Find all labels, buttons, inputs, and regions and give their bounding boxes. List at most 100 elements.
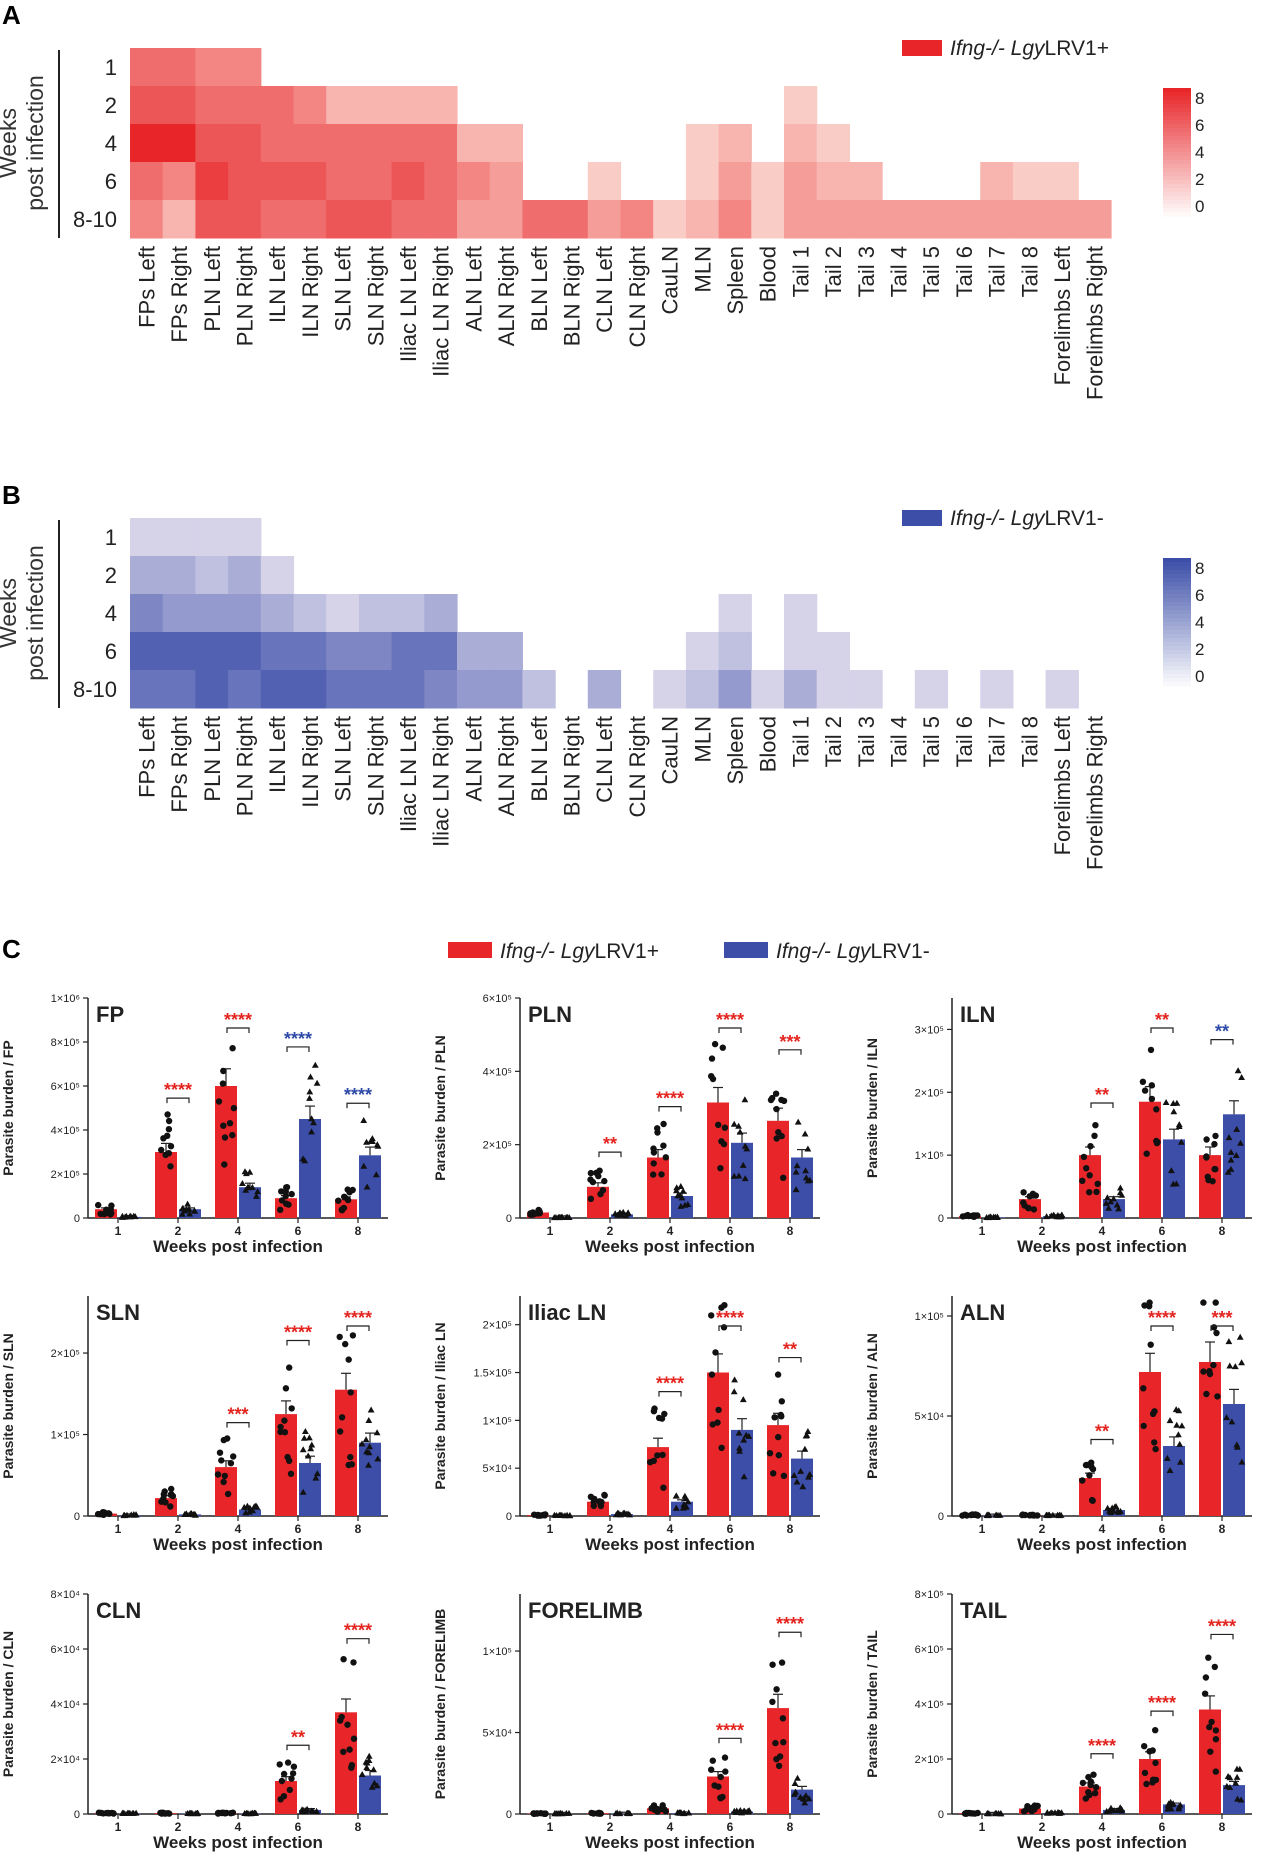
data-point xyxy=(595,1809,603,1817)
data-point xyxy=(681,1201,689,1208)
data-point xyxy=(556,1214,563,1221)
bar-lrv1-negative xyxy=(1223,1404,1245,1516)
data-point xyxy=(1175,1803,1183,1810)
colorbar-segment xyxy=(1163,570,1191,575)
colorbar-segment xyxy=(1163,100,1191,105)
data-point xyxy=(741,1175,749,1182)
data-point xyxy=(1214,1393,1221,1400)
significance-label: ** xyxy=(783,1340,797,1360)
data-point xyxy=(1150,1776,1157,1783)
data-point xyxy=(1152,1759,1159,1767)
data-point xyxy=(1213,1329,1220,1337)
heatmap-column-label: SLN Right xyxy=(363,246,388,346)
bar-subplot-xlabel: Weeks post infection xyxy=(585,1535,755,1554)
colorbar-segment xyxy=(1163,582,1191,587)
bar-x-tick-label: 4 xyxy=(235,1224,242,1238)
significance-label: **** xyxy=(1088,1736,1116,1756)
data-point xyxy=(224,1490,232,1498)
significance-label: ** xyxy=(291,1727,305,1747)
data-point xyxy=(288,1775,295,1782)
bar-x-tick-label: 4 xyxy=(1099,1522,1106,1536)
data-point xyxy=(1165,1800,1173,1807)
significance-label: **** xyxy=(1208,1616,1236,1636)
heatmap-row-label: 2 xyxy=(105,563,117,588)
heatmap-cell xyxy=(195,124,229,163)
heatmap-column-label: Spleen xyxy=(723,246,748,315)
data-point xyxy=(220,1122,227,1129)
data-point xyxy=(1107,1806,1114,1813)
data-point xyxy=(363,1183,371,1190)
colorbar-segment xyxy=(1163,586,1191,591)
heatmap-cell xyxy=(162,48,196,87)
significance-label: ** xyxy=(1095,1422,1109,1442)
data-point xyxy=(709,1075,717,1083)
bar-x-tick-label: 1 xyxy=(115,1522,122,1536)
data-point xyxy=(678,1194,686,1201)
data-point xyxy=(1227,1165,1235,1172)
heatmap-cell xyxy=(522,200,556,239)
data-point xyxy=(719,1793,726,1801)
significance-label: **** xyxy=(776,1614,804,1634)
data-point xyxy=(181,1207,189,1214)
data-point xyxy=(229,1131,236,1139)
data-point xyxy=(721,1754,729,1761)
data-point xyxy=(248,1184,256,1190)
data-point xyxy=(218,1457,225,1464)
heatmap-column-label: MLN xyxy=(690,716,715,762)
bar-subplot: 0 5×10⁴ 1×10⁵ ALN Parasite burden / ALN Weeks… xyxy=(864,1296,1252,1554)
data-point xyxy=(615,1210,623,1217)
colorbar-tick-label: 4 xyxy=(1195,613,1204,632)
colorbar-segment xyxy=(1163,168,1191,173)
data-point xyxy=(165,1117,173,1125)
heatmap-row-label: 6 xyxy=(105,639,117,664)
heatmap-cell xyxy=(130,670,164,709)
bar-lrv1-positive xyxy=(335,1389,357,1516)
heatmap-column-label: ILN Left xyxy=(265,246,290,323)
bar-subplot-title: FORELIMB xyxy=(528,1598,643,1623)
data-point xyxy=(794,1774,801,1781)
bar-lrv1-negative xyxy=(731,1429,753,1516)
bar-y-tick-label: 1×10⁵ xyxy=(51,1430,80,1442)
heatmap-cell xyxy=(358,670,393,709)
heatmap-cell xyxy=(228,124,262,163)
heatmap-cell xyxy=(130,200,164,239)
data-point xyxy=(220,1067,227,1075)
data-point xyxy=(1115,1205,1122,1212)
heatmap-column-label: CLN Right xyxy=(625,246,650,347)
significance-bracket xyxy=(286,1046,310,1052)
heatmap-cell xyxy=(849,162,883,201)
heatmap-ylabel-line1: Weeks xyxy=(0,578,21,648)
heatmap-cell xyxy=(293,632,327,671)
heatmap-column-label: PLN Left xyxy=(200,716,225,802)
heatmap-cell xyxy=(293,594,327,633)
data-point xyxy=(654,1129,661,1136)
data-point xyxy=(601,1177,608,1185)
heatmap-cell xyxy=(489,632,523,671)
bar-x-tick-label: 8 xyxy=(787,1522,794,1536)
data-point xyxy=(717,1165,724,1172)
data-point xyxy=(165,1150,172,1157)
significance-bracket xyxy=(718,1737,742,1744)
data-point xyxy=(799,1483,807,1490)
bar-x-tick-label: 8 xyxy=(787,1224,794,1238)
bar-y-tick-label: 0 xyxy=(506,1213,512,1225)
bar-subplot: 0 2×10⁵ 4×10⁵ 6×10⁵ 8×10⁵ TAIL Parasite burden… xyxy=(864,1589,1252,1852)
heatmap-cell xyxy=(228,86,262,125)
data-point xyxy=(241,1168,249,1175)
data-point xyxy=(731,1376,738,1383)
heatmap-cell xyxy=(326,86,360,125)
data-point xyxy=(360,1117,368,1123)
bar-subplot-ylabel: Parasite burden / Iliac LN xyxy=(432,1322,448,1489)
data-point xyxy=(719,1044,726,1051)
data-point xyxy=(776,1753,784,1760)
significance-bracket xyxy=(226,1027,250,1033)
data-point xyxy=(991,1213,999,1220)
significance-bracket xyxy=(286,1339,310,1346)
data-point xyxy=(160,1135,167,1142)
heatmap-cell xyxy=(293,124,327,163)
bar-x-tick-label: 2 xyxy=(1039,1522,1046,1536)
heatmap-cell xyxy=(1078,200,1112,239)
heatmap-cell xyxy=(816,200,850,239)
data-point xyxy=(596,1498,603,1505)
data-point xyxy=(804,1145,812,1152)
